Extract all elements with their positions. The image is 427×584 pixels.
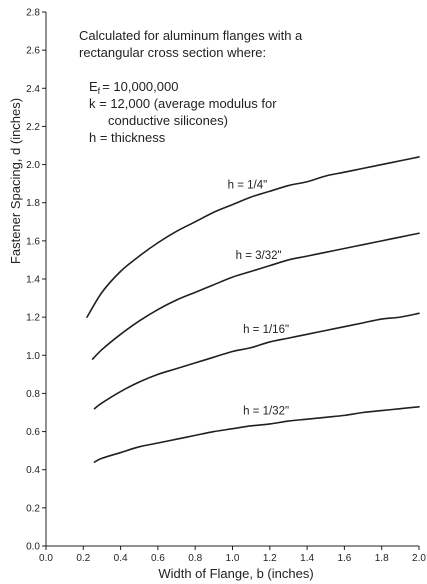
annotation-line-2: rectangular cross section where: (79, 45, 266, 60)
annotation-line-6: h = thickness (89, 130, 166, 145)
annotation-line-1: Calculated for aluminum flanges with a (79, 28, 303, 43)
y-tick-label: 0.2 (26, 503, 40, 514)
y-tick-label: 2.8 (26, 8, 40, 19)
x-tick-label: 1.0 (226, 553, 240, 564)
x-tick-label: 1.6 (337, 553, 351, 564)
modulus-value: = 10,000,000 (102, 79, 178, 94)
y-tick-label: 1.6 (26, 236, 40, 247)
y-tick-label: 1.0 (26, 351, 40, 362)
y-tick-label: 1.4 (26, 275, 40, 286)
y-tick-label: 1.2 (26, 313, 40, 324)
y-tick-label: 2.0 (26, 160, 40, 171)
x-tick-label: 1.4 (300, 553, 314, 564)
curve-label-2: h = 3/32" (236, 250, 282, 262)
y-tick-label: 1.8 (26, 198, 40, 209)
curve-label-1: h = 1/4" (228, 180, 268, 192)
x-tick-label: 0.8 (188, 553, 202, 564)
x-tick-label: 0.6 (151, 553, 165, 564)
y-tick-label: 2.2 (26, 122, 40, 133)
x-tick-label: 1.8 (375, 553, 389, 564)
y-tick-label: 0.8 (26, 389, 40, 400)
annotation-line-4: k = 12,000 (average modulus for (89, 96, 277, 111)
curve-series-1 (86, 156, 420, 318)
annotation-line-5: conductive silicones) (108, 113, 228, 128)
curve-series-2 (91, 232, 420, 360)
y-tick-label: 0.6 (26, 427, 40, 438)
y-axis-title: Fastener Spacing, d (inches) (8, 98, 23, 264)
curve-series-4 (93, 405, 420, 463)
x-tick-label: 0.2 (76, 553, 90, 564)
y-tick-label: 2.4 (26, 84, 40, 95)
curves (86, 156, 420, 463)
y-tick-label: 0.4 (26, 465, 40, 476)
modulus-symbol: E (89, 79, 98, 94)
y-tick-label: 0.0 (26, 542, 40, 553)
y-tick-label: 2.6 (26, 46, 40, 57)
curve-label-4: h = 1/32" (243, 405, 289, 417)
x-tick-label: 2.0 (412, 553, 426, 564)
x-tick-label: 0.4 (114, 553, 128, 564)
modulus-subscript: f (98, 86, 101, 96)
axes: 0.0 0.2 0.4 0.6 0.8 1.0 1.2 1.4 1.6 1.8 2.0 2.2 2.4 2… (26, 8, 426, 565)
annotation-block: Calculated for aluminum flanges with a r… (79, 28, 303, 145)
curve-labels: h = 1/4" h = 3/32" h = 1/16" h = 1/32" (228, 180, 289, 418)
curve-series-3 (93, 312, 420, 410)
x-tick-label: 1.2 (263, 553, 277, 564)
x-tick-label: 0.0 (39, 553, 53, 564)
annotation-line-3: Ef = 10,000,000 (89, 79, 178, 96)
curve-label-3: h = 1/16" (243, 324, 289, 336)
x-axis-title: Width of Flange, b (inches) (158, 566, 313, 581)
